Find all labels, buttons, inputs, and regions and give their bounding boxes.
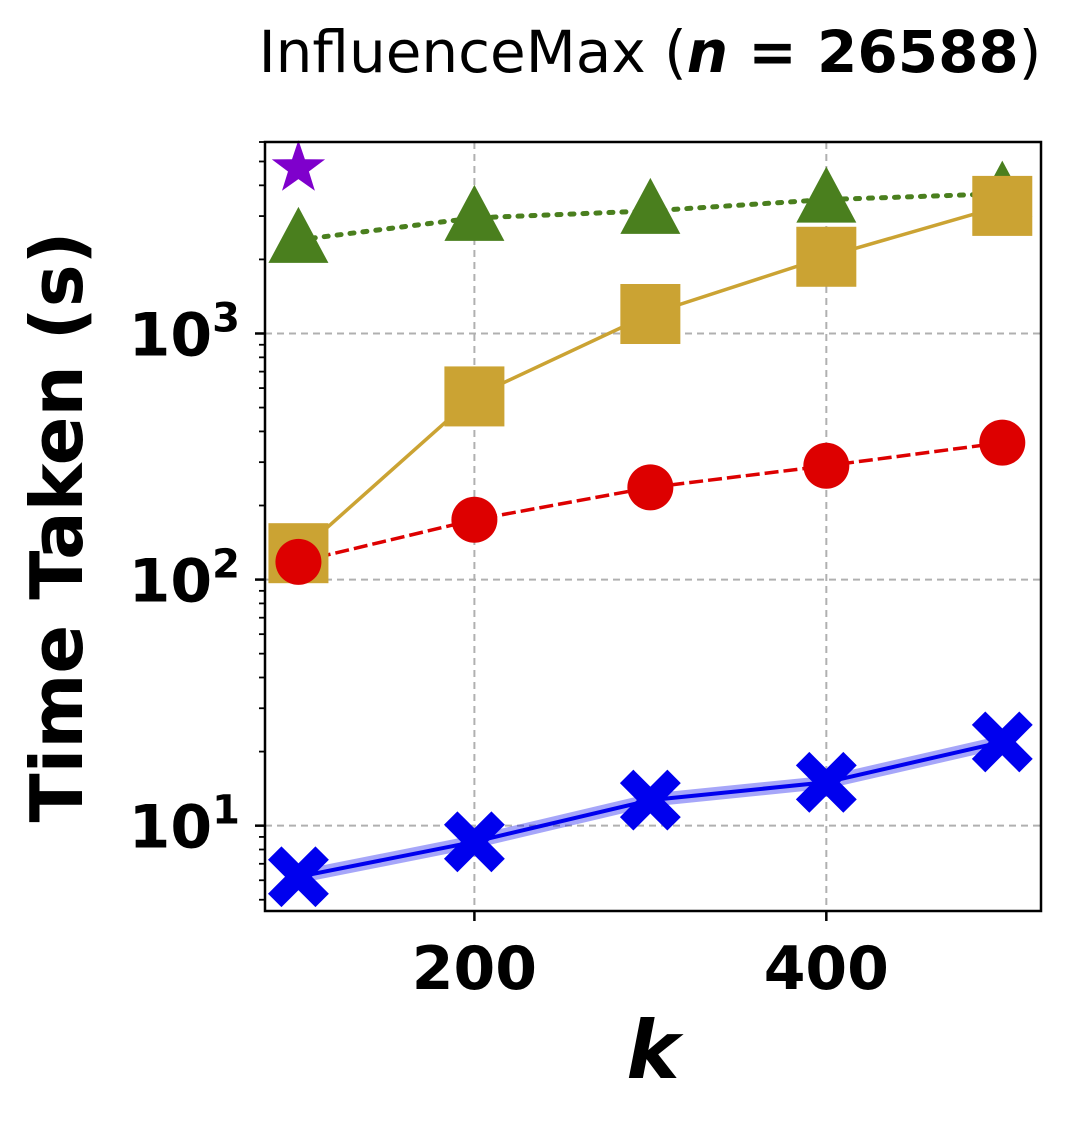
- chart-title: InfluenceMax (n = 26588): [259, 18, 1042, 86]
- series-0-point-2: [620, 177, 681, 234]
- series-3-point-4: [971, 711, 1033, 773]
- y-tick-label: 103: [129, 295, 240, 370]
- plot-area: [263, 140, 1043, 913]
- x-axis-label: k: [626, 1004, 684, 1097]
- series-0-point-3: [796, 166, 857, 223]
- series-2-point-1: [451, 496, 498, 543]
- y-axis-label: Time Taken (s): [15, 232, 99, 823]
- series-3-point-2: [619, 769, 681, 831]
- plot-frame: [263, 140, 1043, 913]
- series-2-point-4: [979, 419, 1026, 466]
- y-tick-label: 102: [129, 542, 240, 617]
- series-4-point-0: [271, 140, 326, 191]
- x-tick-label: 200: [412, 934, 537, 1004]
- series-1-point-4: [972, 175, 1033, 236]
- series-0-point-0: [268, 206, 329, 263]
- series-2-point-2: [627, 464, 674, 511]
- series-3-point-3: [795, 751, 857, 813]
- series-3-point-0: [267, 846, 329, 908]
- series-1-point-1: [444, 366, 505, 427]
- x-tick-label: 400: [764, 934, 889, 1004]
- series-2-line: [297, 440, 1003, 564]
- series-2-point-3: [803, 442, 850, 489]
- series-2-point-0: [275, 538, 322, 585]
- axis-ticks: 200 400 101 102 103: [129, 141, 889, 1004]
- y-tick-label: 101: [129, 788, 240, 863]
- series-0-point-1: [444, 184, 505, 241]
- series-1-point-3: [796, 226, 857, 287]
- series-1-point-2: [620, 284, 681, 345]
- series-3-point-1: [443, 811, 505, 873]
